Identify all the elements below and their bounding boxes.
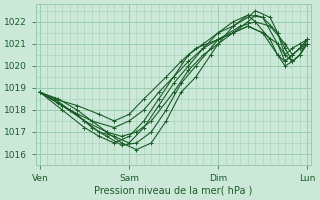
X-axis label: Pression niveau de la mer( hPa ): Pression niveau de la mer( hPa ) xyxy=(94,186,253,196)
